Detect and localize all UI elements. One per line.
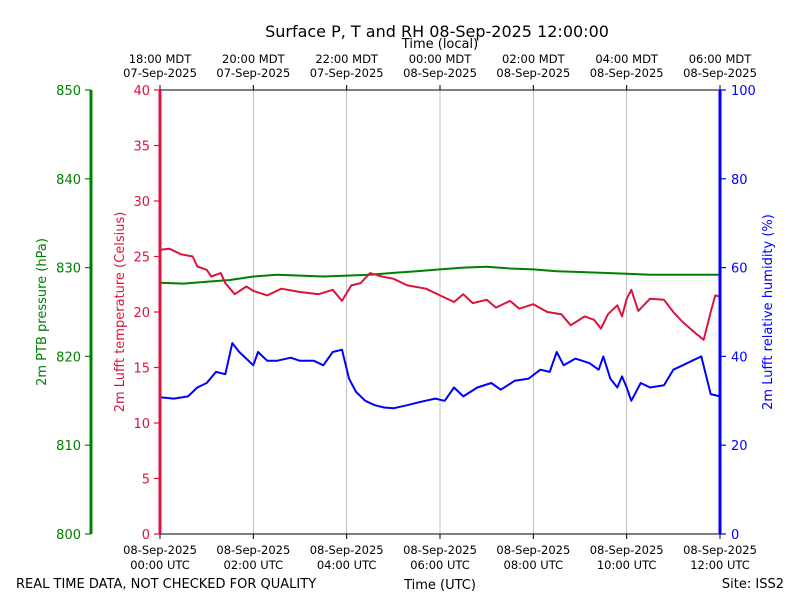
humidity-tick-label: 20 [731,439,748,454]
x-tick-label-local-time: 02:00 MDT [502,52,566,66]
x-tick-label-utc-time: 04:00 UTC [317,558,377,572]
x-tick-label-utc-time: 02:00 UTC [224,558,284,572]
ticks-layer: 800 810 820 830 840 850 0 5 10 15 20 25 30 35 40 0 20 40 6… [56,52,757,572]
x-tick-label-local-time: 00:00 MDT [409,52,473,66]
temperature-tick-label: 5 [142,473,150,488]
x-tick-label-local-time: 06:00 MDT [689,52,753,66]
x-tick-label-local-date: 07-Sep-2025 [310,66,384,80]
x-tick-label-utc-time: 12:00 UTC [690,558,750,572]
x-tick-label-utc-date: 08-Sep-2025 [590,543,664,557]
x-tick-label-local-date: 08-Sep-2025 [590,66,664,80]
x-tick-label-local-date: 08-Sep-2025 [403,66,477,80]
temperature-tick-label: 10 [133,417,150,432]
pressure-axis-label: 2m PTB pressure (hPa) [35,238,50,386]
x-tick-label-utc-time: 06:00 UTC [410,558,470,572]
pressure-tick-label: 820 [56,350,81,365]
humidity-tick-label: 40 [731,350,748,365]
x-tick-label-local-time: 18:00 MDT [129,52,193,66]
x-tick-label-local-date: 07-Sep-2025 [216,66,290,80]
humidity-axis-label: 2m Lufft relative humidity (%) [761,214,776,410]
quality-disclaimer: REAL TIME DATA, NOT CHECKED FOR QUALITY [16,577,316,592]
series-line-temperature [159,247,721,341]
x-tick-label-utc-time: 00:00 UTC [130,558,190,572]
pressure-tick-label: 800 [56,528,81,543]
x-tick-label-utc-date: 08-Sep-2025 [216,543,290,557]
pressure-tick-label: 850 [56,84,81,99]
temperature-tick-label: 35 [133,140,150,155]
x-axis-label: Time (UTC) [403,578,476,593]
gridlines [252,90,628,534]
series-layer [159,247,721,410]
x-tick-label-utc-time: 10:00 UTC [597,558,657,572]
pressure-tick-label: 830 [56,262,81,277]
temperature-tick-label: 20 [133,306,150,321]
x-tick-label-local-date: 08-Sep-2025 [496,66,570,80]
temperature-tick-label: 40 [133,84,150,99]
x-tick-label-utc-date: 08-Sep-2025 [310,543,384,557]
pressure-tick-label: 840 [56,173,81,188]
temperature-tick-label: 0 [142,528,150,543]
humidity-tick-label: 100 [731,84,756,99]
series-line-humidity [159,342,721,410]
x-tick-label-utc-date: 08-Sep-2025 [496,543,570,557]
humidity-tick-label: 80 [731,173,748,188]
site-label: Site: ISS2 [722,577,784,592]
x-tick-label-utc-date: 08-Sep-2025 [123,543,197,557]
x-tick-label-local-date: 07-Sep-2025 [123,66,197,80]
top-axis-label: Time (local) [401,37,478,52]
x-tick-label-utc-date: 08-Sep-2025 [683,543,757,557]
humidity-tick-label: 60 [731,262,748,277]
temperature-axis-label: 2m Lufft temperature (Celsius) [113,212,128,413]
pressure-tick-label: 810 [56,439,81,454]
temperature-tick-label: 15 [133,362,150,377]
x-tick-label-local-time: 04:00 MDT [595,52,659,66]
x-tick-label-local-date: 08-Sep-2025 [683,66,757,80]
humidity-tick-label: 0 [731,528,739,543]
axes-layer [89,89,722,535]
x-tick-label-utc-time: 08:00 UTC [504,558,564,572]
temperature-tick-label: 25 [133,251,150,266]
temperature-tick-label: 30 [133,195,150,210]
x-tick-label-local-time: 22:00 MDT [315,52,379,66]
x-tick-label-local-time: 20:00 MDT [222,52,286,66]
x-tick-label-utc-date: 08-Sep-2025 [403,543,477,557]
series-line-pressure [159,265,720,285]
chart-title: Surface P, T and RH 08-Sep-2025 12:00:00 [265,22,609,41]
